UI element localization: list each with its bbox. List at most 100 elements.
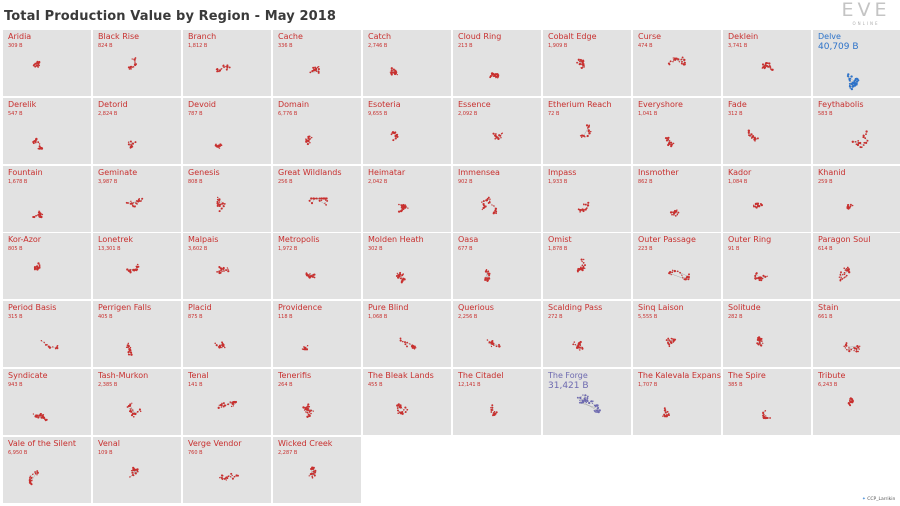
system-dot: [845, 342, 848, 345]
system-dot: [310, 136, 313, 139]
system-dot: [399, 337, 402, 340]
region-tile-derelik: Derelik 547 B: [3, 97, 91, 164]
system-dot: [138, 197, 140, 199]
system-dot: [393, 71, 396, 74]
system-dot: [766, 275, 768, 278]
system-dot: [666, 410, 669, 413]
region-tile-kador: Kador 1,084 B: [723, 165, 811, 232]
system-dot: [576, 396, 579, 399]
region-value: 875 B: [188, 314, 203, 321]
system-dot: [35, 414, 38, 417]
system-dot: [34, 62, 37, 65]
system-dot: [677, 211, 680, 214]
system-dot: [220, 477, 223, 479]
system-dot: [220, 269, 223, 272]
system-dot: [406, 345, 408, 348]
system-dot: [495, 211, 497, 214]
region-tile-syndicate: Syndicate 943 B: [3, 369, 91, 435]
system-dot: [674, 214, 677, 217]
system-dot: [764, 62, 767, 65]
system-dot: [227, 475, 230, 478]
system-dot: [761, 63, 765, 66]
system-dot: [42, 413, 45, 416]
system-dot: [390, 133, 393, 135]
system-dot: [865, 130, 868, 133]
system-dot: [226, 64, 229, 67]
region-name: Placid: [188, 303, 212, 313]
region-map: [851, 130, 869, 148]
system-dot: [129, 403, 132, 406]
region-map: [301, 345, 309, 351]
system-dot: [390, 73, 393, 76]
system-dot: [664, 136, 668, 139]
system-dot: [846, 75, 849, 77]
region-map: [126, 264, 140, 274]
region-name: The Bleak Lands: [368, 371, 434, 380]
system-dot: [765, 416, 768, 420]
system-dot: [491, 340, 493, 343]
system-dot: [36, 473, 38, 476]
region-value: 808 B: [188, 178, 203, 185]
system-dot: [842, 274, 844, 276]
system-dot: [139, 410, 142, 413]
system-dot: [681, 56, 684, 59]
region-name: Oasa: [458, 235, 479, 245]
system-dot: [585, 124, 589, 127]
region-value: 272 B: [548, 314, 563, 321]
system-dot: [764, 410, 767, 412]
system-dot: [581, 264, 584, 267]
system-dot: [131, 142, 135, 145]
system-dot: [32, 413, 35, 415]
system-dot: [223, 66, 225, 68]
system-dot: [848, 79, 851, 82]
system-dot: [499, 134, 502, 137]
system-dot: [500, 136, 502, 139]
system-dot: [401, 412, 404, 415]
system-dot: [846, 203, 849, 206]
region-value: 1,707 B: [638, 382, 658, 388]
system-dot: [325, 203, 327, 206]
system-dot: [133, 59, 136, 61]
region-map: [308, 196, 329, 206]
system-dot: [490, 346, 493, 348]
system-dot: [759, 276, 762, 279]
region-map: [761, 61, 774, 71]
system-dot: [488, 200, 491, 203]
region-name: Cobalt Edge: [548, 32, 597, 41]
region-tile-tash-murkon: Tash-Murkon 2,385 B: [93, 369, 181, 435]
system-dot: [132, 66, 135, 68]
system-dot: [34, 266, 36, 269]
system-dot: [397, 210, 401, 213]
system-dot: [849, 397, 852, 399]
system-dot: [675, 57, 678, 60]
region-tile-the-spire: The Spire 385 B: [723, 369, 811, 435]
system-dot: [393, 132, 396, 135]
system-dot: [667, 143, 670, 146]
system-dot: [38, 210, 40, 212]
system-dot: [494, 209, 497, 212]
system-dot: [673, 340, 676, 342]
region-tile-malpais: Malpais 3,602 B: [183, 233, 271, 300]
system-dot: [315, 68, 318, 71]
system-dot: [400, 278, 402, 280]
system-dot: [580, 398, 582, 400]
region-map: [668, 270, 690, 281]
system-dot: [577, 58, 580, 61]
eve-online-logo: EVE ONLINE: [836, 0, 896, 27]
system-dot: [403, 205, 406, 207]
system-dot: [684, 278, 687, 281]
region-tile-wicked-creek: Wicked Creek 2,287 B: [273, 436, 361, 503]
system-dot: [490, 411, 493, 413]
system-dot: [402, 207, 405, 210]
system-dot: [397, 274, 399, 277]
system-dot: [596, 407, 599, 410]
system-dot: [845, 275, 848, 277]
system-dot: [132, 474, 135, 477]
region-tile-tenerifis: Tenerifis 264 B: [273, 369, 361, 435]
system-dot: [134, 472, 137, 475]
system-dot: [755, 272, 758, 275]
system-dot: [574, 344, 577, 346]
system-dot: [314, 469, 317, 472]
system-dot: [307, 403, 310, 406]
system-dot: [594, 410, 596, 413]
